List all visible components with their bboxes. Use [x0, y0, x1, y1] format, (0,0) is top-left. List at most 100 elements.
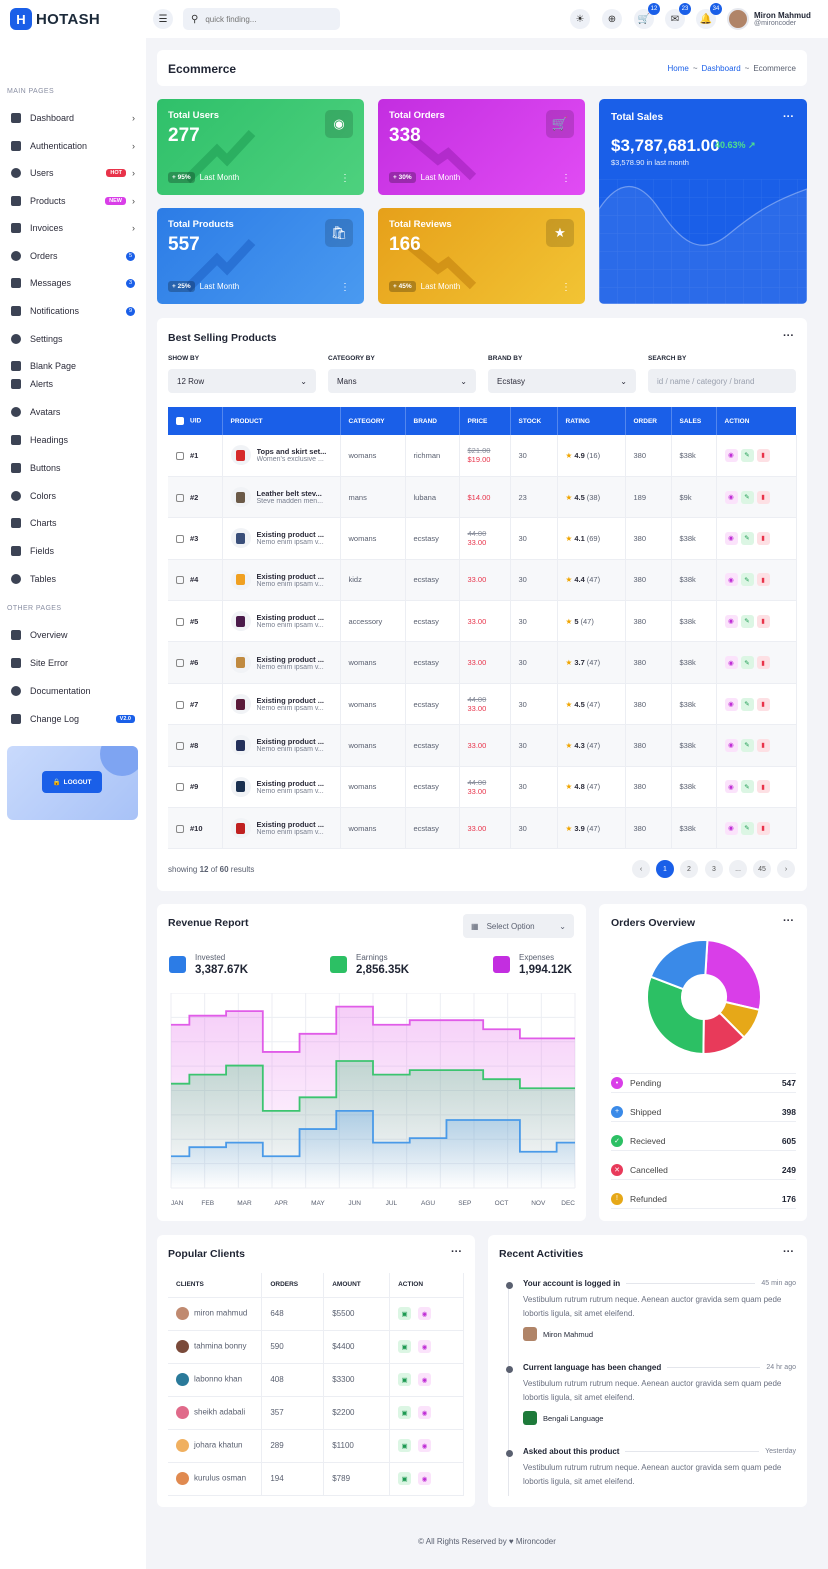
table-row[interactable]: johara khatun 289 $1100 ▣ ◉	[168, 1429, 464, 1463]
message-button[interactable]: ▣	[398, 1439, 412, 1452]
table-row[interactable]: tahmina bonny 590 $4400 ▣ ◉	[168, 1330, 464, 1364]
page-button[interactable]: 45	[753, 860, 771, 878]
table-row[interactable]: #8 Existing product ... Nemo enim ipsam v.…	[168, 724, 797, 767]
product-name[interactable]: Tops and skirt set...	[256, 447, 327, 457]
logout-button[interactable]: 🔒 LOGOUT	[42, 771, 102, 793]
more-icon[interactable]: ···	[783, 1246, 794, 1258]
product-name[interactable]: Existing product ...	[256, 737, 325, 747]
product-name[interactable]: Existing product ...	[256, 571, 325, 581]
filter-select[interactable]: Mans ⌄	[328, 369, 476, 393]
edit-button[interactable]: ✎	[740, 531, 754, 545]
sidebar-item-site-error[interactable]: Site Error	[11, 655, 135, 671]
kebab-menu-icon[interactable]: ⋮	[340, 282, 350, 293]
edit-button[interactable]: ✎	[740, 780, 754, 794]
mail-button[interactable]: ✉ 23	[665, 3, 691, 29]
language-button[interactable]: ⊕	[602, 9, 622, 29]
select-all-checkbox[interactable]	[176, 417, 184, 425]
table-row[interactable]: #6 Existing product ... Nemo enim ipsam v.…	[168, 641, 797, 684]
delete-button[interactable]: ▮	[756, 780, 770, 794]
product-name[interactable]: Existing product ...	[256, 613, 325, 623]
client-name[interactable]: miron mahmud	[194, 1308, 248, 1318]
sidebar-item-products[interactable]: Products NEW ›	[11, 193, 135, 209]
theme-toggle-button[interactable]: ☀	[570, 9, 590, 29]
row-checkbox[interactable]	[176, 659, 184, 668]
delete-button[interactable]: ▮	[756, 531, 770, 545]
sidebar-item-tables[interactable]: Tables	[11, 571, 135, 587]
view-button[interactable]: ◉	[724, 821, 738, 835]
filter-select[interactable]: Ecstasy ⌄	[488, 369, 636, 393]
view-button[interactable]: ◉	[724, 656, 738, 670]
row-checkbox[interactable]	[176, 783, 184, 792]
client-name[interactable]: labonno khan	[194, 1374, 243, 1384]
sidebar-item-change-log[interactable]: Change Log V2.0	[11, 711, 135, 727]
message-button[interactable]: ▣	[398, 1373, 412, 1386]
client-name[interactable]: tahmina bonny	[194, 1341, 247, 1351]
view-button[interactable]: ◉	[724, 738, 738, 752]
product-name[interactable]: Existing product ...	[256, 530, 325, 540]
more-icon[interactable]: ···	[783, 111, 794, 123]
table-row[interactable]: #4 Existing product ... Nemo enim ipsam v.…	[168, 559, 797, 602]
page-button[interactable]: 2	[680, 860, 698, 878]
view-button[interactable]: ◉	[724, 490, 738, 504]
row-checkbox[interactable]	[176, 824, 184, 833]
breadcrumb-dashboard[interactable]: Dashboard	[701, 64, 741, 73]
kebab-menu-icon[interactable]: ⋮	[561, 282, 571, 293]
sidebar-item-buttons[interactable]: Buttons	[11, 460, 135, 476]
view-button[interactable]: ◉	[724, 531, 738, 545]
table-row[interactable]: kurulus osman 194 $789 ▣ ◉	[168, 1462, 464, 1496]
delete-button[interactable]: ▮	[756, 821, 770, 835]
view-button[interactable]: ◉	[724, 448, 738, 462]
row-checkbox[interactable]	[176, 451, 184, 460]
prev-page-button[interactable]: ‹	[632, 860, 650, 878]
table-row[interactable]: #3 Existing product ... Nemo enim ipsam v.…	[168, 517, 797, 560]
table-row[interactable]: #10 Existing product ... Nemo enim ipsam v…	[168, 807, 797, 850]
product-name[interactable]: Existing product ...	[256, 778, 325, 788]
sidebar-item-users[interactable]: Users HOT ›	[11, 165, 135, 181]
sidebar-item-dashboard[interactable]: Dashboard ›	[11, 110, 135, 126]
row-checkbox[interactable]	[176, 700, 184, 709]
search-box[interactable]: ⚲	[183, 8, 340, 30]
delete-button[interactable]: ▮	[756, 738, 770, 752]
table-row[interactable]: #2 Leather belt stev... Steve madden men..…	[168, 476, 797, 519]
sidebar-item-authentication[interactable]: Authentication ›	[11, 138, 135, 154]
filter-select[interactable]: 12 Row ⌄	[168, 369, 316, 393]
product-name[interactable]: Existing product ...	[256, 696, 325, 706]
page-button[interactable]: 1	[656, 860, 674, 878]
table-row[interactable]: sheikh adabali 357 $2200 ▣ ◉	[168, 1396, 464, 1430]
kebab-menu-icon[interactable]: ⋮	[561, 173, 571, 184]
brand-logo[interactable]: H HOTASH	[10, 8, 100, 30]
edit-button[interactable]: ✎	[740, 697, 754, 711]
row-checkbox[interactable]	[176, 741, 184, 750]
product-name[interactable]: Existing product ...	[256, 820, 325, 830]
more-icon[interactable]: ···	[783, 915, 794, 927]
sidebar-item-blank-page[interactable]: Blank Page	[11, 358, 135, 374]
page-button[interactable]: 3	[705, 860, 723, 878]
view-button[interactable]: ◉	[418, 1439, 432, 1452]
sidebar-item-headings[interactable]: Headings	[11, 432, 135, 448]
message-button[interactable]: ▣	[398, 1307, 412, 1320]
table-row[interactable]: #9 Existing product ... Nemo enim ipsam v.…	[168, 766, 797, 809]
user-profile[interactable]: Miron Mahmud @mironcoder	[727, 8, 811, 30]
cart-button[interactable]: 🛒 12	[634, 3, 660, 29]
sidebar-item-overview[interactable]: Overview	[11, 627, 135, 643]
product-name[interactable]: Existing product ...	[256, 654, 325, 664]
row-checkbox[interactable]	[176, 576, 184, 585]
edit-button[interactable]: ✎	[740, 448, 754, 462]
delete-button[interactable]: ▮	[756, 697, 770, 711]
message-button[interactable]: ▣	[398, 1472, 412, 1485]
breadcrumb-home[interactable]: Home	[667, 64, 689, 73]
edit-button[interactable]: ✎	[740, 490, 754, 504]
edit-button[interactable]: ✎	[740, 821, 754, 835]
edit-button[interactable]: ✎	[740, 738, 754, 752]
view-button[interactable]: ◉	[724, 780, 738, 794]
message-button[interactable]: ▣	[398, 1340, 412, 1353]
delete-button[interactable]: ▮	[756, 614, 770, 628]
sidebar-item-colors[interactable]: Colors	[11, 488, 135, 504]
edit-button[interactable]: ✎	[740, 614, 754, 628]
edit-button[interactable]: ✎	[740, 656, 754, 670]
row-checkbox[interactable]	[176, 493, 184, 502]
sidebar-item-invoices[interactable]: Invoices ›	[11, 220, 135, 236]
sidebar-item-settings[interactable]: Settings	[11, 331, 135, 347]
table-row[interactable]: labonno khan 408 $3300 ▣ ◉	[168, 1363, 464, 1397]
table-row[interactable]: miron mahmud 648 $5500 ▣ ◉	[168, 1297, 464, 1331]
